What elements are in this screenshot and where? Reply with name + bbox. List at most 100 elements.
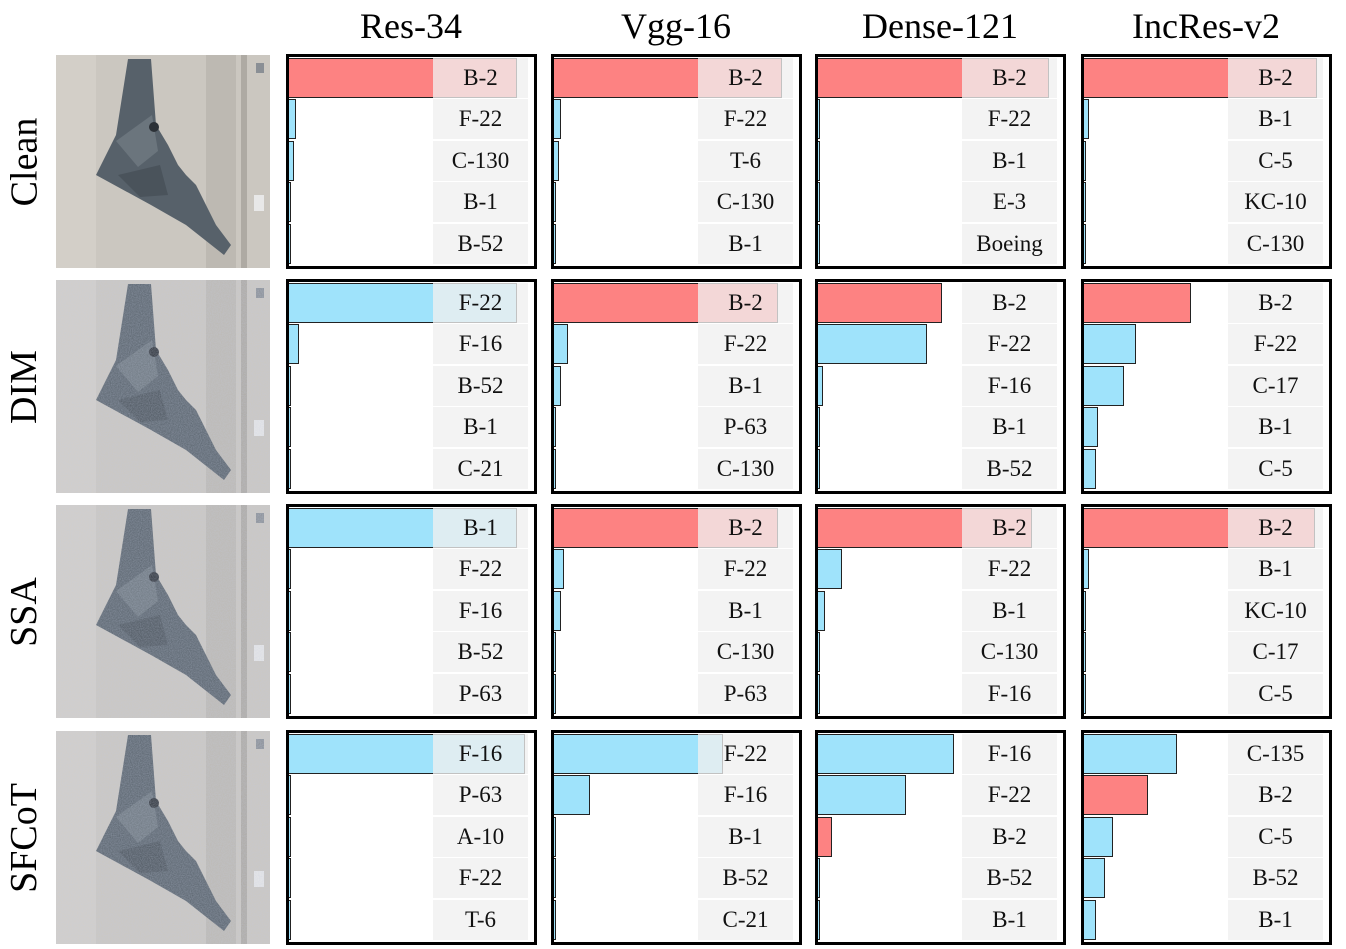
class-label: E-3 [962,182,1057,222]
column-header: Dense-121 [862,6,1018,46]
bar-other-class [554,182,556,222]
class-label: F-22 [962,99,1057,139]
prediction-panel: B-2 F-22 C-130 B-1 B-52 [286,54,537,269]
class-label: B-1 [962,591,1057,631]
bar-other-class [818,674,820,714]
class-label: B-2 [1228,775,1323,815]
class-label: KC-10 [1228,182,1323,222]
bar-other-class [289,591,291,631]
class-label: F-16 [433,734,528,774]
bar-other-class [554,674,556,714]
class-label: B-2 [433,58,528,98]
aircraft-image [56,55,270,268]
class-label: C-17 [1228,366,1323,406]
bar-other-class [1084,182,1086,222]
class-label: F-16 [433,324,528,364]
bar-other-class [1084,858,1105,898]
class-label: B-2 [962,58,1057,98]
bar-other-class [554,632,556,672]
class-label: F-16 [433,591,528,631]
class-label: C-130 [1228,224,1323,264]
row-label-text: SSA [3,576,45,647]
bar-other-class [289,182,291,222]
bar-true-class [1084,283,1191,323]
class-label: B-52 [1228,858,1323,898]
class-label: B-1 [698,591,793,631]
row-label-text: Clean [3,117,46,206]
class-label: A-10 [433,817,528,857]
bar-other-class [554,141,559,181]
class-label: KC-10 [1228,591,1323,631]
bar-other-class [818,734,954,774]
prediction-panel: C-135 B-2 C-5 B-52 B-1 [1081,730,1332,945]
class-label: B-2 [962,817,1057,857]
class-label: B-1 [962,900,1057,940]
class-label: F-22 [698,99,793,139]
class-label: B-1 [433,508,528,548]
bar-other-class [289,632,291,672]
bar-other-class [289,407,291,447]
class-label: P-63 [433,775,528,815]
bar-other-class [1084,591,1086,631]
bar-other-class [818,449,820,489]
class-label: B-2 [962,508,1057,548]
class-label: F-22 [433,283,528,323]
class-label: C-5 [1228,674,1323,714]
class-label: F-22 [1228,324,1323,364]
class-label: B-1 [433,182,528,222]
bar-other-class [554,591,561,631]
prediction-panel: B-2 F-22 C-17 B-1 C-5 [1081,279,1332,494]
class-label: B-1 [698,224,793,264]
class-label: C-130 [698,632,793,672]
column-header: Vgg-16 [621,6,731,46]
bar-other-class [554,366,561,406]
class-label: C-5 [1228,449,1323,489]
bar-other-class [289,900,291,940]
bar-other-class [554,224,556,264]
class-label: C-5 [1228,817,1323,857]
class-label: B-2 [1228,58,1323,98]
class-label: C-21 [698,900,793,940]
class-label: B-2 [698,508,793,548]
class-label: B-2 [698,283,793,323]
bar-other-class [818,858,820,898]
row-label-text: SFCoT [3,782,46,893]
class-label: F-16 [698,775,793,815]
class-label: T-6 [698,141,793,181]
bar-other-class [818,591,825,631]
class-label: F-22 [433,99,528,139]
class-label: C-135 [1228,734,1323,774]
prediction-panel: B-2 B-1 C-5 KC-10 C-130 [1081,54,1332,269]
column-header: IncRes-v2 [1132,6,1280,46]
prediction-panel: B-2 F-22 T-6 C-130 B-1 [551,54,802,269]
class-label: F-22 [433,549,528,589]
bar-other-class [1084,674,1086,714]
class-label: B-52 [698,858,793,898]
class-label: F-16 [962,366,1057,406]
bar-other-class [1084,632,1086,672]
bar-other-class [818,366,823,406]
class-label: B-52 [433,366,528,406]
class-label: F-16 [962,674,1057,714]
class-label: B-1 [698,817,793,857]
bar-other-class [554,407,556,447]
class-label: C-130 [698,449,793,489]
class-label: B-1 [698,366,793,406]
bar-other-class [1084,817,1113,857]
class-label: T-6 [433,900,528,940]
bar-other-class [289,324,299,364]
bar-other-class [554,858,556,898]
bar-other-class [554,99,561,139]
class-label: B-52 [962,858,1057,898]
bar-other-class [1084,449,1096,489]
prediction-panel: F-22 F-16 B-1 B-52 C-21 [551,730,802,945]
prediction-panel: B-1 F-22 F-16 B-52 P-63 [286,504,537,719]
class-label: F-16 [962,734,1057,774]
bar-other-class [289,674,291,714]
row-label: Clean [2,54,46,269]
class-label: F-22 [698,549,793,589]
bar-other-class [554,734,723,774]
bar-other-class [289,224,291,264]
prediction-panel: F-16 F-22 B-2 B-52 B-1 [815,730,1066,945]
bar-true-class [818,817,832,857]
